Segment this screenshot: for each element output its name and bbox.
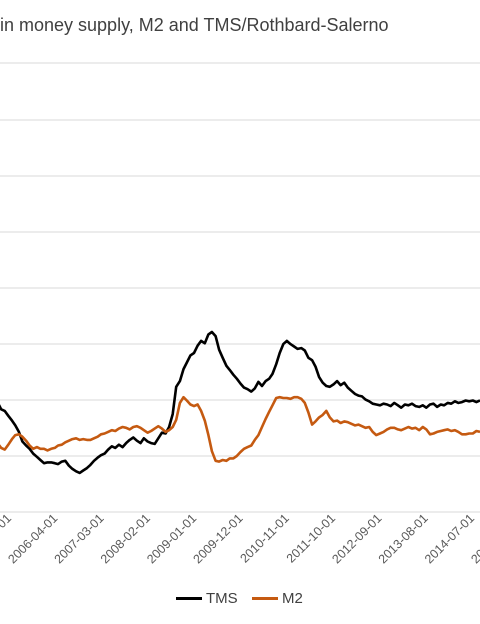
chart-title: in money supply, M2 and TMS/Rothbard-Sal… xyxy=(0,15,389,35)
series-line-tms xyxy=(0,330,480,475)
x-tick-label: 2009-12-01 xyxy=(191,511,246,566)
x-tick-label: 2010-11-01 xyxy=(237,511,291,565)
x-axis-tick-labels: 2005-05-012006-04-012007-03-012008-02-01… xyxy=(0,511,480,566)
gridlines xyxy=(0,62,480,513)
series-lines xyxy=(0,330,480,475)
series-line-m2 xyxy=(0,395,480,463)
